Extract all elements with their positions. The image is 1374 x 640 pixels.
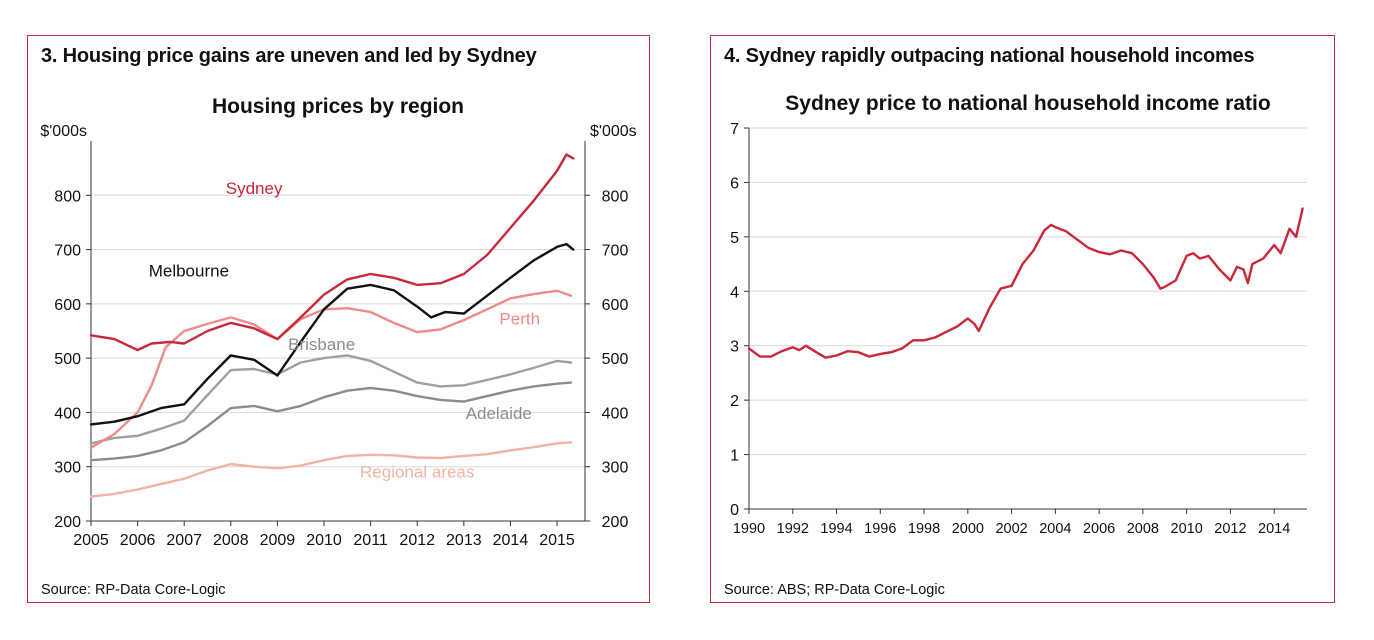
y-right-unit-label: $'000s [590,123,637,140]
series-line-brisbane [89,354,573,445]
chart-title: Housing prices by region [212,95,464,118]
x-tick-label: 2006 [1083,521,1115,537]
chart-title: Sydney price to national household incom… [785,92,1270,115]
series-line-sydney [89,153,575,352]
x-tick-label: 2008 [213,532,249,549]
y-tick-label: 300 [54,460,81,477]
series-label-regional-areas: Regional areas [360,463,474,482]
x-tick-label: 2013 [446,532,482,549]
x-tick-label: 2014 [1258,521,1290,537]
x-tick-label: 2011 [353,532,388,549]
y-tick-label: 700 [54,243,81,260]
x-tick-label: 2008 [1127,521,1159,537]
x-tick-label: 1990 [733,521,765,537]
panel-heading: 4. Sydney rapidly outpacing national hou… [724,45,1255,67]
y-right-tick-label: 500 [602,351,629,368]
series-label-perth: Perth [499,309,540,328]
y-tick-label: 200 [54,514,81,531]
x-tick-label: 2010 [306,532,342,549]
series-line [747,207,1304,359]
panel-heading: 3. Housing price gains are uneven and le… [41,45,537,67]
series-label-melbourne: Melbourne [149,262,229,281]
x-tick-label: 2010 [1171,521,1203,537]
x-tick-label: 2007 [166,532,202,549]
x-tick-label: 2012 [399,532,435,549]
chart-panel-housing-prices: 3. Housing price gains are uneven and le… [27,35,650,603]
y-right-tick-label: 800 [602,188,629,205]
x-tick-label: 2014 [493,532,529,549]
series-label-sydney: Sydney [226,179,283,198]
y-tick-label: 7 [730,121,739,138]
series-line-adelaide [89,381,573,462]
y-tick-label: 800 [54,188,81,205]
source-note: Source: ABS; RP-Data Core-Logic [724,582,945,598]
x-tick-label: 2002 [995,521,1027,537]
x-tick-label: 2000 [952,521,984,537]
x-tick-label: 1994 [820,521,852,537]
y-tick-label: 600 [54,297,81,314]
y-right-tick-label: 400 [602,405,629,422]
x-tick-label: 2006 [120,532,156,549]
y-tick-label: 400 [54,405,81,422]
y-right-tick-label: 600 [602,297,629,314]
x-tick-label: 1996 [864,521,896,537]
series-label-adelaide: Adelaide [466,404,532,423]
source-note: Source: RP-Data Core-Logic [41,582,226,598]
y-tick-label: 1 [730,448,739,465]
x-tick-label: 2015 [539,532,575,549]
y-tick-label: 0 [730,502,739,519]
y-right-tick-label: 700 [602,243,629,260]
y-tick-label: 3 [730,339,739,356]
x-tick-label: 1998 [908,521,940,537]
y-right-tick-label: 300 [602,460,629,477]
y-right-tick-label: 200 [602,514,629,531]
y-tick-label: 5 [730,230,739,247]
x-tick-label: 2005 [73,532,109,549]
y-tick-label: 4 [730,284,739,301]
x-tick-label: 2004 [1039,521,1071,537]
y-tick-label: 6 [730,175,739,192]
series-label-brisbane: Brisbane [288,335,355,354]
series-line-melbourne [89,242,575,426]
price-income-ratio-chart: Sydney price to national household incom… [730,92,1307,537]
chart-panel-price-income-ratio: 4. Sydney rapidly outpacing national hou… [710,35,1335,603]
x-tick-label: 2012 [1214,521,1246,537]
x-tick-label: 1992 [777,521,809,537]
x-tick-label: 2009 [260,532,296,549]
series-line-regional-areas [89,441,573,498]
y-unit-label: $'000s [40,123,87,140]
y-tick-label: 2 [730,393,739,410]
y-tick-label: 500 [54,351,81,368]
